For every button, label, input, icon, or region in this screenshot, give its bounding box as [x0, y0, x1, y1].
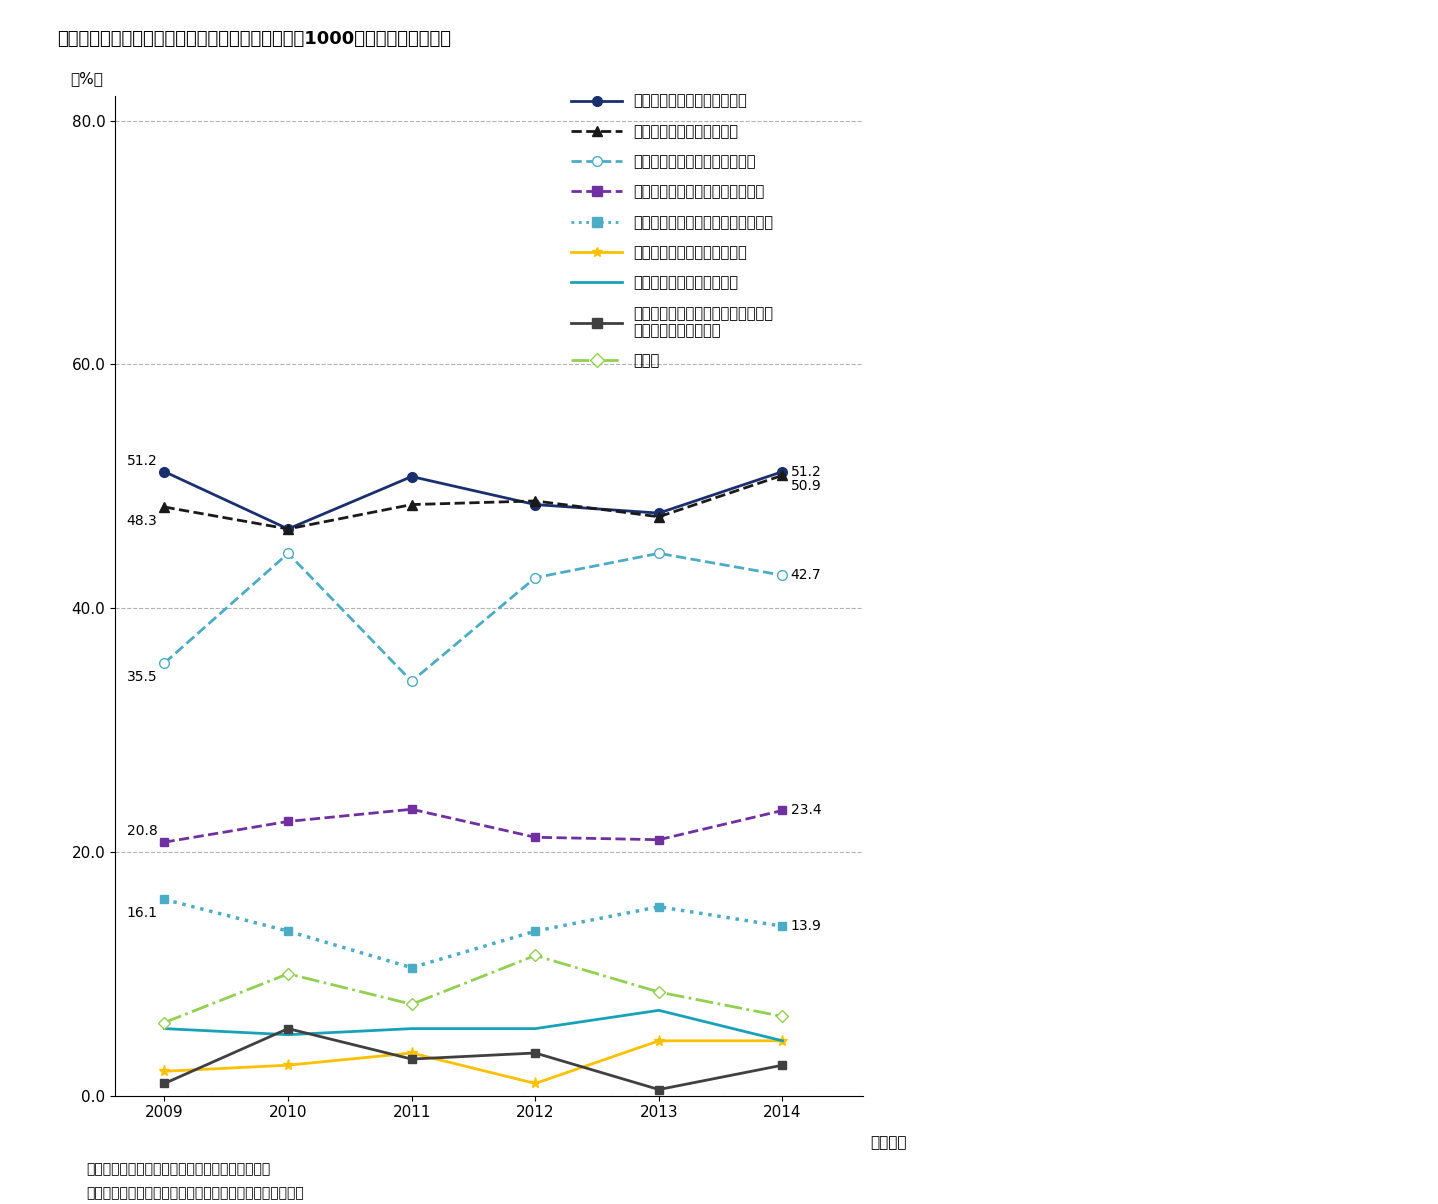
Text: （%）: （%）: [70, 71, 104, 87]
Text: 50.9: 50.9: [791, 479, 821, 494]
Text: 注：人材育成に問題があるとする企業について。: 注：人材育成に問題があるとする企業について。: [86, 1162, 270, 1176]
Text: 13.9: 13.9: [791, 919, 821, 933]
Text: 51.2: 51.2: [127, 454, 158, 467]
Text: 51.2: 51.2: [791, 465, 821, 479]
Text: 42.7: 42.7: [791, 568, 821, 583]
Text: 48.3: 48.3: [127, 514, 158, 527]
Text: （年度）: （年度）: [870, 1135, 907, 1151]
Text: 図表３：人材育成における問題点の推移（従業員数1000人以上、複数回答）: 図表３：人材育成における問題点の推移（従業員数1000人以上、複数回答）: [58, 30, 452, 48]
Text: 35.5: 35.5: [127, 669, 158, 684]
Legend: 指導する人材が不足している, 人材育成を行う時間がない, 人材を育成しても辞めてしまう, 鍛えがいのある人材が集まらない, 育成を行うための金銭的余裕がない, : 指導する人材が不足している, 人材育成を行う時間がない, 人材を育成しても辞めて…: [571, 94, 774, 368]
Text: 20.8: 20.8: [127, 824, 158, 838]
Text: 資料：厚生労働省「能力開発基本調査」より、筆者作成。: 資料：厚生労働省「能力開発基本調査」より、筆者作成。: [86, 1186, 303, 1200]
Text: 23.4: 23.4: [791, 803, 821, 818]
Text: 16.1: 16.1: [127, 907, 158, 920]
